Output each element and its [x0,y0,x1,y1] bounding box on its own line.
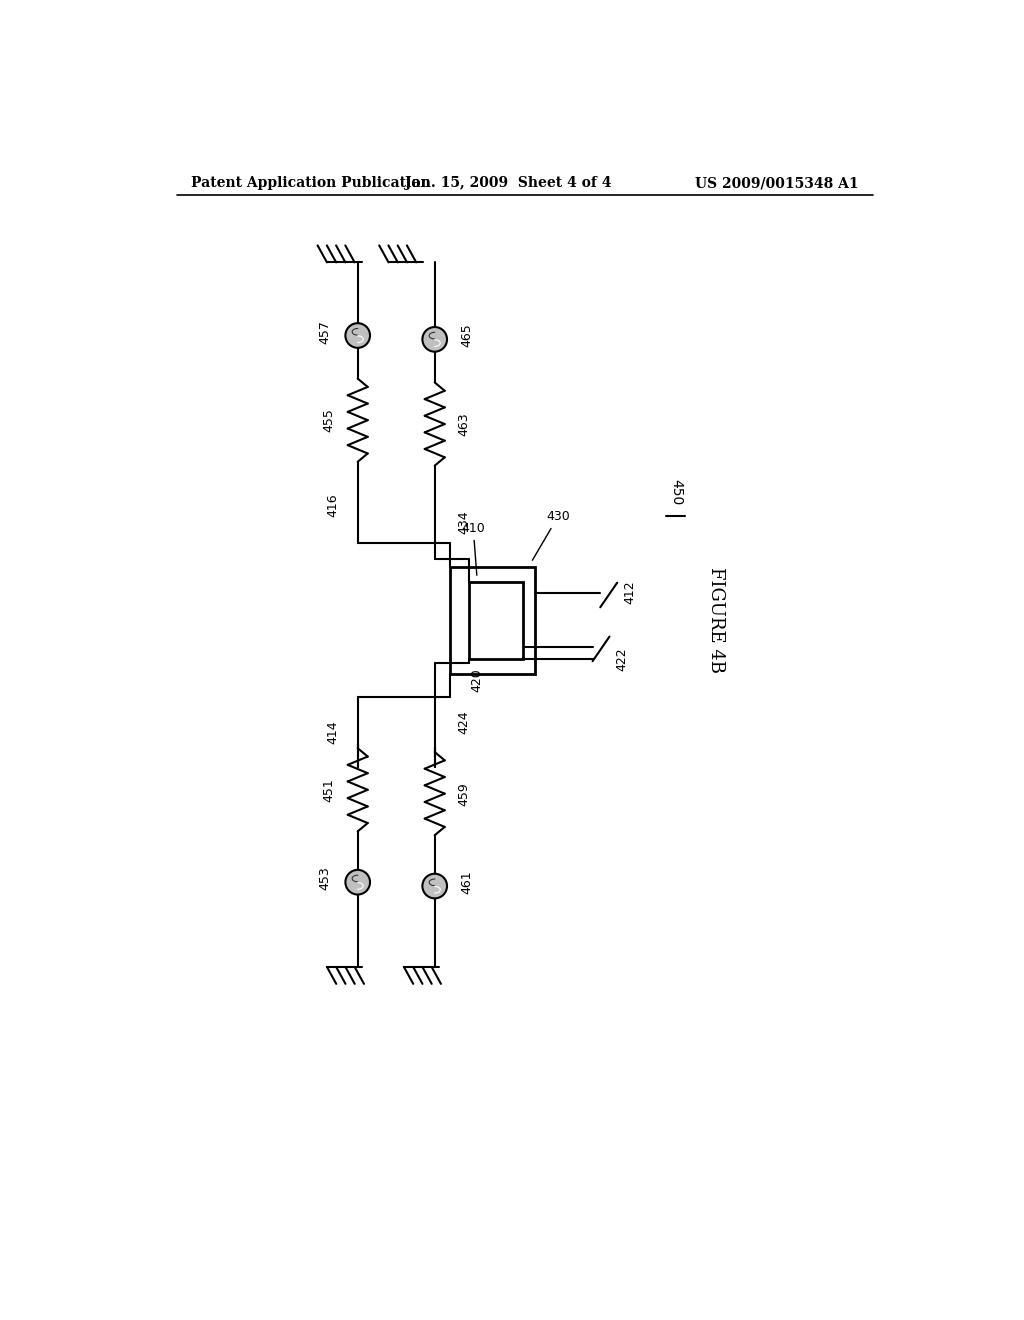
Text: 455: 455 [322,408,335,432]
Text: 420: 420 [471,669,483,692]
Text: 453: 453 [318,866,332,890]
Text: 457: 457 [318,319,332,343]
Bar [451,566,535,675]
Text: Jan. 15, 2009  Sheet 4 of 4: Jan. 15, 2009 Sheet 4 of 4 [404,176,611,190]
Text: FIGURE 4B: FIGURE 4B [707,568,725,673]
Text: 463: 463 [458,412,470,436]
Text: 419: 419 [481,610,492,631]
Circle shape [345,323,370,348]
Text: 416: 416 [327,494,340,516]
Text: 430: 430 [532,511,569,560]
Text: 451: 451 [322,777,335,801]
Text: 410: 410 [462,521,485,576]
Text: 450: 450 [670,479,684,506]
Text: 424: 424 [458,710,471,734]
Text: 422: 422 [615,647,629,671]
Text: 459: 459 [458,781,470,805]
Circle shape [422,327,447,351]
Text: 412: 412 [624,579,636,603]
Circle shape [422,874,447,899]
Text: US 2009/0015348 A1: US 2009/0015348 A1 [695,176,859,190]
Text: 414: 414 [327,721,340,744]
Text: 465: 465 [461,323,473,347]
Text: 418: 418 [470,610,480,631]
Text: 434: 434 [458,511,471,535]
Bar [469,582,523,659]
Circle shape [345,870,370,895]
Text: 461: 461 [461,870,473,894]
Text: Patent Application Publication: Patent Application Publication [190,176,430,190]
